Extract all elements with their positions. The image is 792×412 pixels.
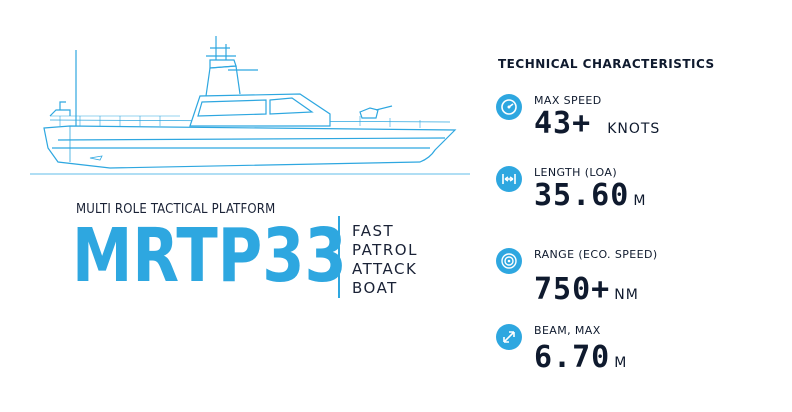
spec-value: 750+ NM: [534, 272, 639, 307]
range-target-icon: [496, 248, 522, 274]
spec-max-speed: MAX SPEED 43+ KNOTS: [496, 94, 786, 154]
spec-value: 43+ KNOTS: [534, 106, 661, 141]
spec-unit: M: [614, 355, 628, 371]
platform-subtitle: MULTI ROLE TACTICAL PLATFORM: [76, 202, 276, 217]
boat-type: FAST PATROL ATTACK BOAT: [352, 222, 418, 298]
boat-type-line: PATROL: [352, 241, 418, 259]
spec-unit: KNOTS: [607, 121, 661, 137]
spec-value: 6.70 M: [534, 340, 628, 375]
spec-label: BEAM, MAX: [534, 324, 601, 337]
spec-label: RANGE (ECO. SPEED): [534, 248, 658, 261]
model-name: MRTP33: [72, 213, 347, 299]
beam-diagonal-icon: [496, 324, 522, 350]
spec-length: LENGTH (LOA) 35.60 M: [496, 166, 786, 226]
spec-value: 35.60 M: [534, 178, 647, 213]
spec-label: LENGTH (LOA): [534, 166, 618, 179]
spec-beam: BEAM, MAX 6.70 M: [496, 324, 786, 384]
boat-type-line: BOAT: [352, 279, 398, 297]
spec-range: RANGE (ECO. SPEED) 750+ NM: [496, 248, 786, 308]
spec-unit: M: [633, 193, 647, 209]
tech-title: TECHNICAL CHARACTERISTICS: [498, 57, 715, 71]
title-divider: [338, 216, 340, 298]
spec-label: MAX SPEED: [534, 94, 602, 107]
boat-type-line: FAST: [352, 222, 395, 240]
boat-type-line: ATTACK: [352, 260, 418, 278]
patrol-boat-illustration: [30, 36, 470, 175]
length-arrows-icon: [496, 166, 522, 192]
speedometer-icon: [496, 94, 522, 120]
spec-unit: NM: [614, 287, 639, 303]
